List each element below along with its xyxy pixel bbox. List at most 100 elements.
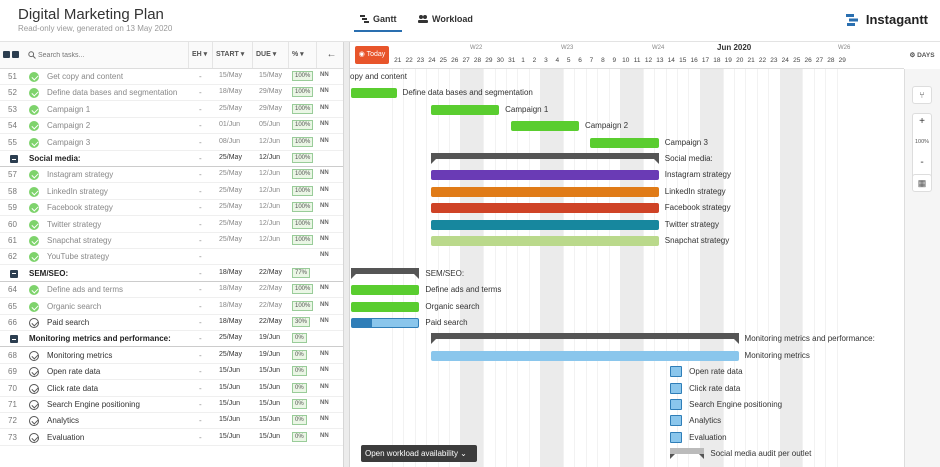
table-row[interactable]: 57 Instagram strategy - 25/May 12/Jun 100% NN (0, 167, 343, 184)
task-title[interactable]: Monitoring metrics (47, 350, 113, 360)
assignee-avatar[interactable]: NN (320, 350, 329, 357)
milestone-marker[interactable] (670, 415, 683, 427)
task-bar[interactable] (590, 137, 659, 148)
task-percent[interactable]: 100% (292, 284, 314, 295)
task-checkbox-icon[interactable] (29, 72, 39, 82)
task-due[interactable]: 12/Jun (259, 154, 281, 161)
task-start[interactable]: 25/May (219, 236, 242, 243)
task-title[interactable]: YouTube strategy (47, 252, 110, 262)
task-checkbox-icon[interactable] (29, 121, 39, 132)
task-title[interactable]: Instagram strategy (47, 170, 114, 180)
task-start[interactable]: 08/Jun (219, 137, 241, 145)
task-title[interactable]: Define data bases and segmentation (47, 88, 178, 98)
zoom-out-button[interactable]: - (920, 157, 924, 168)
assignee-avatar[interactable]: NN (320, 416, 329, 423)
table-row[interactable]: 62 YouTube strategy - NN (0, 249, 343, 266)
task-start[interactable]: 25/May (219, 219, 242, 227)
task-title[interactable]: Snapchat strategy (47, 236, 112, 245)
task-bar[interactable] (350, 318, 420, 328)
task-percent[interactable]: 100% (292, 218, 314, 229)
task-start[interactable]: 25/May (219, 104, 242, 112)
assignee-avatar[interactable]: NN (320, 104, 329, 111)
task-percent[interactable]: 77% (292, 267, 311, 278)
assignee-avatar[interactable]: NN (320, 432, 329, 439)
task-checkbox-icon[interactable] (29, 301, 39, 312)
task-checkbox-icon[interactable] (29, 203, 39, 214)
group-row[interactable]: SEM/SEO: - 18/May 22/May 77% (0, 266, 343, 282)
task-due[interactable]: 12/Jun (259, 219, 281, 227)
column-due[interactable]: DUE ▾ (252, 42, 288, 68)
task-due[interactable]: 15/Jun (259, 383, 281, 391)
column-start[interactable]: START ▾ (212, 42, 252, 68)
group-bar[interactable] (350, 267, 420, 279)
task-due[interactable]: 19/Jun (259, 350, 281, 358)
assignee-avatar[interactable]: NN (320, 236, 329, 242)
task-start[interactable]: 18/May (219, 285, 242, 293)
map-button[interactable]: ▦ (912, 174, 932, 192)
dependencies-button[interactable]: ⑂ (912, 86, 932, 104)
assignee-avatar[interactable]: NN (320, 186, 329, 193)
task-bar[interactable] (430, 236, 659, 246)
task-start[interactable]: 18/May (219, 268, 242, 276)
expand-all-icon[interactable] (12, 51, 19, 58)
assignee-avatar[interactable]: NN (320, 318, 329, 324)
pane-divider[interactable] (343, 42, 350, 467)
task-due[interactable]: 15/May (259, 72, 282, 79)
table-row[interactable]: 60 Twitter strategy - 25/May 12/Jun 100% NN (0, 217, 343, 233)
task-start[interactable]: 18/May (219, 301, 242, 309)
assignee-avatar[interactable]: NN (320, 121, 329, 128)
task-checkbox-icon[interactable] (29, 285, 39, 296)
task-checkbox-icon[interactable] (29, 88, 39, 99)
task-due[interactable]: 15/Jun (259, 432, 281, 440)
table-row[interactable]: 71 Search Engine positioning - 15/Jun 15/Jun… (0, 397, 343, 413)
task-checkbox-icon[interactable] (29, 104, 39, 115)
task-due[interactable]: 12/Jun (259, 137, 281, 145)
task-due[interactable]: 29/May (259, 104, 282, 112)
open-workload-button[interactable]: Open workload availability ⌄ (361, 445, 477, 462)
milestone-marker[interactable] (670, 382, 683, 394)
assignee-avatar[interactable]: NN (320, 400, 329, 406)
assignee-avatar[interactable]: NN (320, 170, 329, 177)
task-due[interactable]: 22/May (259, 285, 282, 293)
table-row[interactable]: 68 Monitoring metrics - 25/May 19/Jun 0% NN (0, 348, 343, 364)
task-due[interactable]: 22/May (259, 301, 282, 309)
task-start[interactable]: 15/Jun (219, 367, 241, 375)
task-checkbox-icon[interactable] (29, 367, 39, 378)
task-due[interactable]: 12/Jun (259, 236, 281, 243)
task-percent[interactable]: 0% (292, 333, 307, 344)
task-start[interactable]: 01/Jun (219, 121, 241, 129)
task-start[interactable]: 15/Jun (219, 400, 241, 407)
task-title[interactable]: Analytics (47, 416, 80, 426)
task-bar[interactable] (430, 104, 500, 115)
task-start[interactable]: 15/May (219, 72, 242, 79)
table-row[interactable]: 52 Define data bases and segmentation - 18/… (0, 85, 343, 102)
task-checkbox-icon[interactable] (29, 137, 39, 148)
task-title[interactable]: Facebook strategy (47, 203, 113, 213)
task-due[interactable]: 22/May (259, 318, 282, 325)
task-percent[interactable]: 30% (292, 317, 311, 327)
task-start[interactable]: 18/May (219, 318, 242, 325)
task-start[interactable]: 25/May (219, 350, 242, 358)
group-bar[interactable] (430, 153, 659, 164)
task-title[interactable]: Social media: (29, 154, 81, 163)
table-row[interactable]: 51 Get copy and content - 15/May 15/May 100% N… (0, 69, 343, 85)
table-row[interactable]: 58 LinkedIn strategy - 25/May 12/Jun 100% NN (0, 184, 343, 200)
task-percent[interactable]: 0% (292, 431, 307, 442)
task-bar[interactable] (510, 121, 579, 132)
task-percent[interactable]: 100% (292, 185, 314, 196)
assignee-avatar[interactable]: NN (320, 301, 329, 308)
table-row[interactable]: 70 Click rate data - 15/Jun 15/Jun 0% NN (0, 381, 343, 397)
task-percent[interactable]: 0% (292, 399, 307, 409)
zoom-in-button[interactable]: + (919, 116, 925, 127)
task-percent[interactable]: 0% (292, 366, 307, 377)
task-start[interactable]: 25/May (219, 170, 242, 178)
task-percent[interactable]: 0% (292, 415, 307, 426)
task-bar[interactable] (430, 170, 659, 181)
task-checkbox-icon[interactable] (29, 350, 39, 361)
task-title[interactable]: Campaign 1 (47, 104, 91, 114)
task-due[interactable]: 29/May (259, 88, 282, 96)
table-row[interactable]: 65 Organic search - 18/May 22/May 100% NN (0, 299, 343, 315)
tab-gantt[interactable]: Gantt (360, 14, 397, 24)
assignee-avatar[interactable]: NN (320, 137, 329, 144)
collapse-group-icon[interactable] (10, 269, 18, 278)
